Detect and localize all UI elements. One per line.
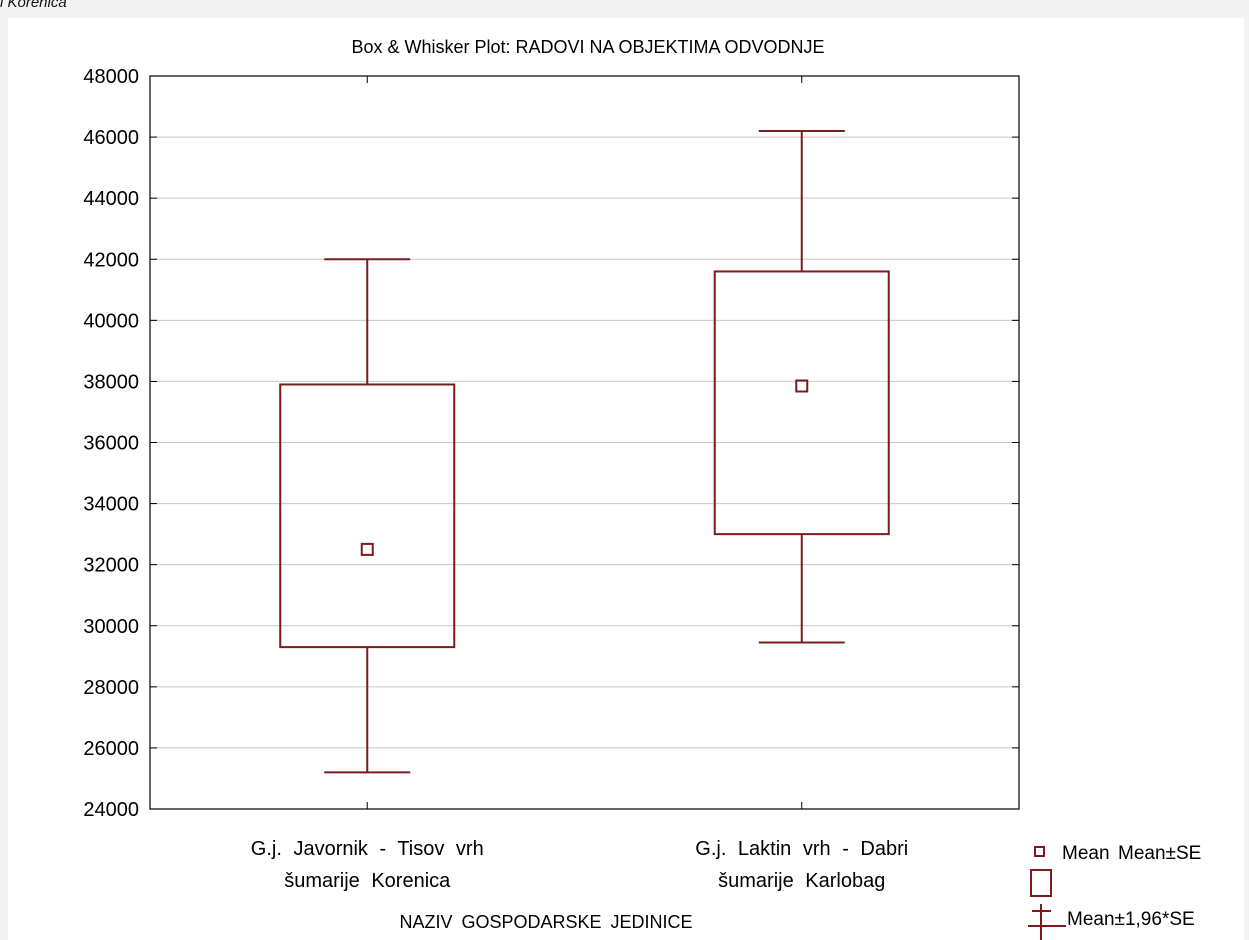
legend-mean-marker bbox=[1034, 846, 1045, 857]
y-tick-label: 46000 bbox=[83, 127, 139, 149]
x-category-label: šumarije Korenica bbox=[284, 870, 451, 892]
se-box bbox=[713, 270, 890, 536]
mean-marker bbox=[795, 379, 809, 393]
legend: Mean Mean±SE Mean±1,96*SE bbox=[1028, 843, 1201, 940]
legend-se-label: Mean±SE bbox=[1118, 843, 1201, 864]
legend-mean-label: Mean bbox=[1062, 843, 1110, 864]
se-box bbox=[279, 383, 456, 649]
x-axis-label: NAZIV GOSPODARSKE JEDINICE bbox=[399, 912, 692, 932]
legend-ci-label: Mean±1,96*SE bbox=[1067, 909, 1195, 930]
box-whisker-chart: Box & Whisker Plot: RADOVI NA OBJEKTIMA … bbox=[83, 37, 1201, 940]
mean-marker bbox=[360, 542, 374, 556]
y-tick-label: 48000 bbox=[83, 66, 139, 88]
y-tick-label: 34000 bbox=[83, 494, 139, 516]
top-caption: i Korenica bbox=[0, 0, 67, 11]
legend-se-box bbox=[1030, 869, 1052, 897]
box-group-1 bbox=[279, 258, 456, 774]
grid-lines bbox=[150, 136, 1019, 749]
y-tick-label: 32000 bbox=[83, 555, 139, 577]
chart-panel: Box & Whisker Plot: RADOVI NA OBJEKTIMA … bbox=[8, 18, 1244, 940]
x-category-label: G.j. Laktin vrh - Dabri bbox=[695, 838, 908, 860]
y-tick-label: 28000 bbox=[83, 677, 139, 699]
x-category-label: G.j. Javornik - Tisov vrh bbox=[251, 838, 484, 860]
box-series bbox=[279, 129, 890, 774]
y-tick-label: 30000 bbox=[83, 616, 139, 638]
y-tick-label: 40000 bbox=[83, 310, 139, 332]
y-tick-label: 24000 bbox=[83, 799, 139, 821]
y-tick-label: 44000 bbox=[83, 188, 139, 210]
x-category-label: šumarije Karlobag bbox=[718, 870, 885, 892]
axis-ticks: 24000 26000 28000 30000 32000 34000 36000 38000… bbox=[83, 66, 1019, 892]
y-tick-label: 26000 bbox=[83, 738, 139, 760]
y-tick-label: 42000 bbox=[83, 249, 139, 271]
y-tick-label: 36000 bbox=[83, 433, 139, 455]
y-tick-label: 38000 bbox=[83, 371, 139, 393]
chart-title: Box & Whisker Plot: RADOVI NA OBJEKTIMA … bbox=[351, 37, 824, 57]
box-group-2 bbox=[713, 129, 890, 644]
